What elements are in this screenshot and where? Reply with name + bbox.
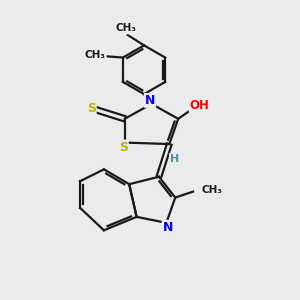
Text: CH₃: CH₃ bbox=[116, 23, 137, 33]
Text: S: S bbox=[87, 102, 96, 115]
Text: OH: OH bbox=[190, 99, 210, 112]
Text: S: S bbox=[119, 140, 128, 154]
Text: CH₃: CH₃ bbox=[85, 50, 106, 60]
Text: N: N bbox=[163, 221, 173, 234]
Text: CH₃: CH₃ bbox=[201, 185, 222, 195]
Text: N: N bbox=[145, 94, 155, 107]
Text: H: H bbox=[170, 154, 179, 164]
